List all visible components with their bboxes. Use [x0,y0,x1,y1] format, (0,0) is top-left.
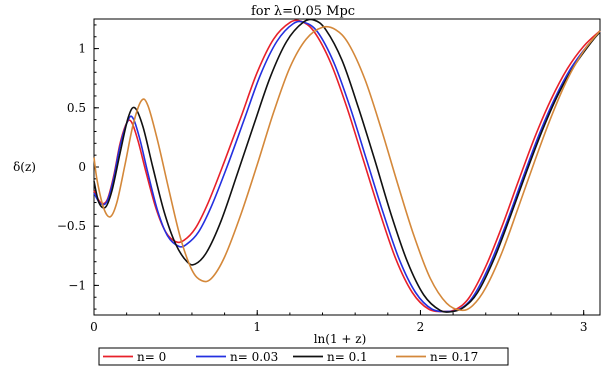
legend-label-0: n= 0 [137,350,166,364]
legend: n= 0 n= 0.03 n= 0.1 n= 0.17 [98,347,509,366]
x-tick-label: 3 [580,320,588,334]
y-tick-label: −1 [68,278,86,292]
y-tick-label: 0 [78,160,86,174]
y-axis-label: δ(z) [13,160,36,174]
chart-title: for λ=0.05 Mpc [251,4,355,19]
series-line-1 [93,20,601,313]
x-axis-label: ln(1 + z) [314,332,367,346]
legend-label-2: n= 0.1 [327,350,368,364]
x-tick-label: 1 [253,320,261,334]
legend-label-3: n= 0.17 [430,350,478,364]
legend-label-1: n= 0.03 [230,350,278,364]
series-line-0 [93,19,601,313]
series-lines [93,18,601,313]
series-line-3 [93,25,601,312]
series-line-2 [93,18,601,313]
x-tick-label: 0 [90,320,98,334]
axes: 0 1 2 3 −1 −0.5 0 0.5 1 [57,24,588,334]
y-tick-label: −0.5 [57,219,86,233]
y-tick-label: 1 [78,42,86,56]
x-tick-label: 2 [417,320,425,334]
y-tick-label: 0.5 [67,101,86,115]
